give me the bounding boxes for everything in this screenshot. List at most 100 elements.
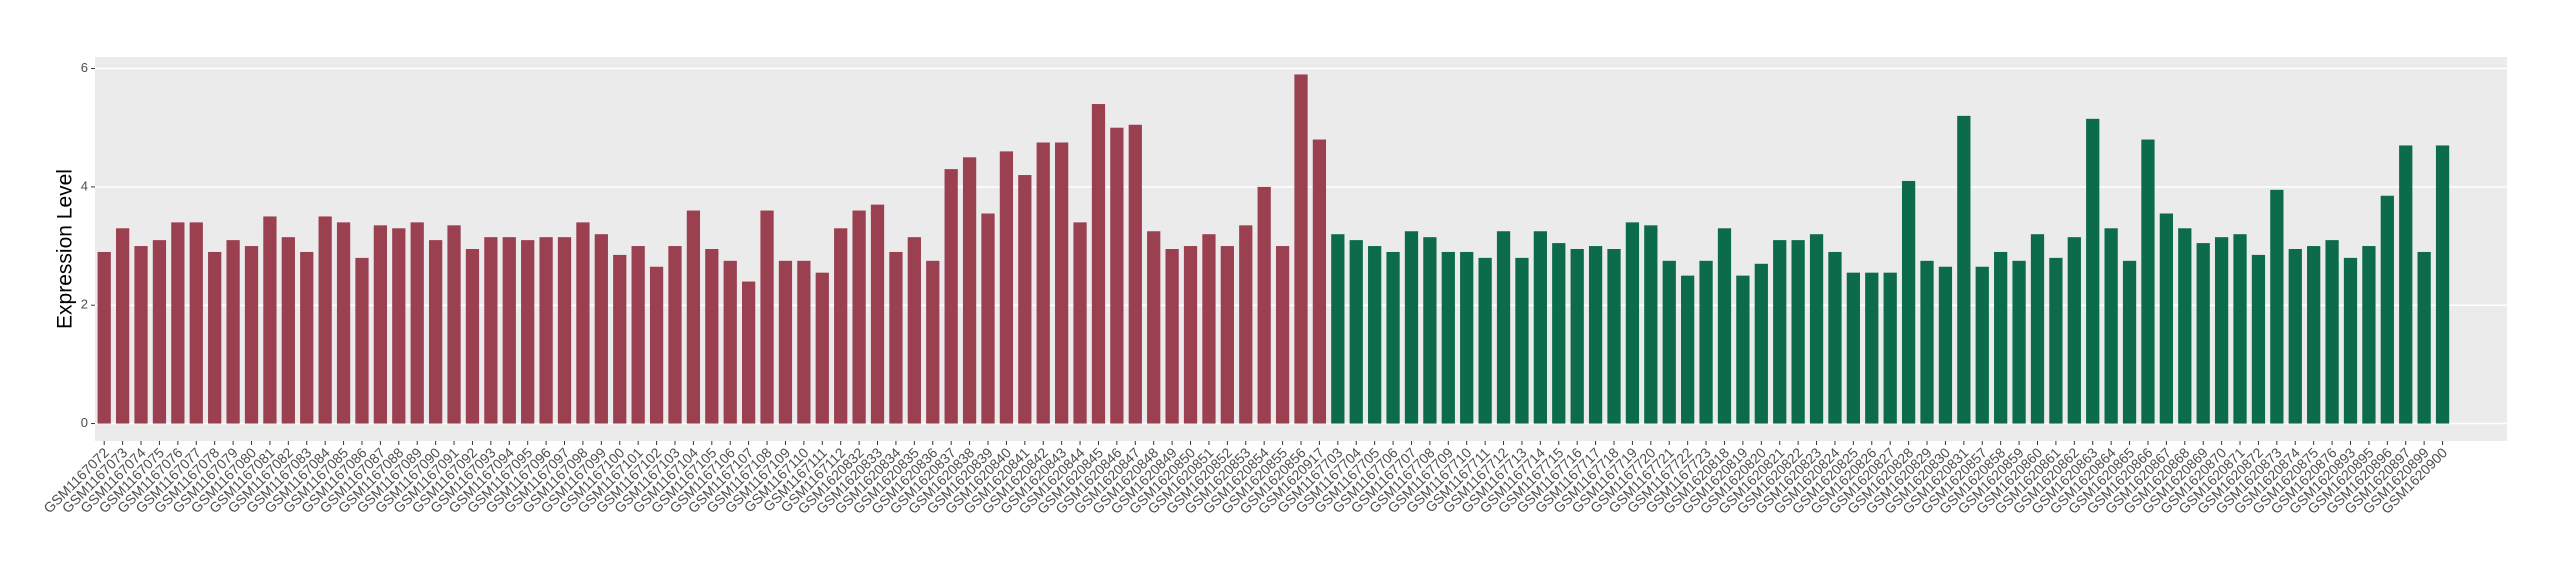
bar <box>2288 249 2302 424</box>
bar <box>1846 272 1860 424</box>
bar <box>502 237 516 424</box>
bar <box>1883 272 1897 424</box>
bar <box>1662 260 1676 424</box>
bar <box>134 246 148 424</box>
bar <box>1791 240 1805 424</box>
bar <box>1681 275 1695 424</box>
bar <box>1220 246 1234 424</box>
bar <box>300 251 314 424</box>
bar <box>668 246 682 424</box>
bar <box>2012 260 2026 424</box>
bar <box>2122 260 2137 424</box>
bar <box>318 216 332 424</box>
bar <box>244 246 259 424</box>
bar <box>1625 222 1640 424</box>
bar <box>1055 142 1069 424</box>
bar <box>705 249 719 424</box>
bar <box>870 204 885 424</box>
bar <box>373 225 388 424</box>
bar <box>594 234 608 424</box>
bar <box>1018 175 1032 424</box>
bar <box>778 260 793 424</box>
bar <box>2104 228 2118 424</box>
bar <box>2141 139 2155 424</box>
bar <box>521 240 535 424</box>
bar <box>1294 74 1308 424</box>
bar <box>1331 234 1345 424</box>
bar <box>1570 249 1584 424</box>
bar <box>2343 257 2358 424</box>
bar <box>649 266 664 424</box>
bar <box>2399 145 2413 424</box>
bar <box>631 246 645 424</box>
bar <box>484 237 498 424</box>
bar <box>208 251 222 424</box>
bar <box>576 222 590 424</box>
bar <box>1275 246 1290 424</box>
bar <box>760 210 774 424</box>
bar <box>1147 231 1161 424</box>
bar <box>2030 234 2045 424</box>
bar <box>447 225 461 424</box>
bar <box>1404 231 1419 424</box>
bar <box>1717 228 1732 424</box>
bar <box>2270 189 2284 424</box>
bar <box>1994 251 2008 424</box>
bar <box>1773 240 1787 424</box>
bar <box>1957 115 1971 424</box>
bar <box>557 237 572 424</box>
bar <box>1865 272 1879 424</box>
bar <box>1588 246 1603 424</box>
bar <box>1386 251 1400 424</box>
bar <box>1073 222 1087 424</box>
bar <box>1183 246 1198 424</box>
bar <box>1533 231 1547 424</box>
bar <box>1809 234 1824 424</box>
bar <box>2233 234 2247 424</box>
bar <box>1975 266 1989 424</box>
bar <box>944 169 958 424</box>
bar <box>115 228 130 424</box>
bar <box>2159 213 2174 424</box>
bar <box>1736 275 1750 424</box>
bar <box>2251 254 2266 424</box>
bar <box>2435 145 2450 424</box>
bar <box>613 254 627 424</box>
bar <box>281 237 295 424</box>
bar <box>981 213 995 424</box>
bar <box>742 281 756 424</box>
bar <box>2049 257 2063 424</box>
bar <box>1938 266 1953 424</box>
bar <box>392 228 406 424</box>
bar <box>1828 251 1842 424</box>
bar <box>152 240 167 424</box>
bar <box>1901 180 1916 424</box>
bar <box>539 237 553 424</box>
bar <box>723 260 737 424</box>
bar <box>226 240 240 424</box>
y-tick-label: 6 <box>81 60 88 75</box>
bar <box>465 249 480 424</box>
bar <box>2307 246 2321 424</box>
bar <box>171 222 185 424</box>
bar <box>1552 243 1566 424</box>
bar <box>1257 186 1271 424</box>
y-tick-label: 4 <box>81 178 88 193</box>
bar <box>1920 260 1934 424</box>
bar <box>834 228 848 424</box>
bar <box>2086 118 2100 424</box>
bar <box>410 222 424 424</box>
bar <box>797 260 811 424</box>
bar <box>428 240 443 424</box>
bar <box>2380 195 2394 424</box>
bar <box>263 216 277 424</box>
bar <box>926 260 940 424</box>
bar <box>962 157 977 424</box>
bar <box>1607 249 1621 424</box>
bar <box>1349 240 1363 424</box>
bar <box>1423 237 1437 424</box>
bar <box>1128 124 1142 424</box>
bar <box>1165 249 1179 424</box>
bar <box>2067 237 2081 424</box>
